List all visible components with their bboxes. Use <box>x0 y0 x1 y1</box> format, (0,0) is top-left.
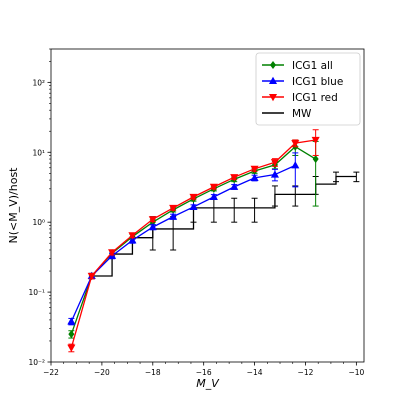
plot-area <box>50 48 365 363</box>
x-tick-label: −12 <box>298 368 314 377</box>
series-icg1-all <box>68 139 319 339</box>
x-tick-label: −20 <box>94 368 110 377</box>
data-point <box>169 212 178 220</box>
data-point <box>311 136 320 145</box>
data-point <box>169 204 178 213</box>
legend-label: ICG1 blue <box>292 76 343 88</box>
data-point <box>148 216 157 224</box>
series-icg1-blue <box>67 152 300 326</box>
data-point <box>68 330 75 339</box>
y-tick-label: 10² <box>32 78 45 87</box>
series-layer <box>67 129 360 353</box>
y-tick-label: 10⁰ <box>32 218 45 227</box>
data-point <box>230 182 239 190</box>
data-point <box>67 344 76 352</box>
data-point <box>209 183 218 192</box>
series-icg1-red <box>67 129 320 353</box>
data-point <box>128 232 137 240</box>
x-tick-label: −18 <box>145 368 161 377</box>
legend-label: ICG1 red <box>292 92 338 104</box>
y-axis-label: N(<M_V)/host <box>7 167 20 244</box>
series-line <box>70 139 316 348</box>
legend-item: ICG1 all <box>262 60 333 72</box>
x-tick-label: −14 <box>247 368 263 377</box>
data-point <box>87 272 96 281</box>
y-tick-label: 10⁻² <box>28 358 45 367</box>
series-line <box>70 164 296 322</box>
axes: −22 −20 −18 −16 −14 −12 −10 10⁻² 10⁻¹ 10⁰ 10¹ 10² M_… <box>7 48 365 390</box>
legend-marker <box>268 76 278 85</box>
data-point <box>230 174 239 182</box>
data-point <box>209 192 218 200</box>
data-point <box>67 317 76 325</box>
x-tick-label: −16 <box>196 368 212 377</box>
data-point <box>270 159 279 167</box>
legend: ICG1 all ICG1 blue ICG1 red MW <box>255 52 361 126</box>
data-point <box>189 202 198 211</box>
legend-item: ICG1 red <box>262 92 338 104</box>
data-point <box>270 170 279 178</box>
legend-box <box>255 52 361 126</box>
x-tick-label: −10 <box>348 368 364 377</box>
legend-item: MW <box>262 108 312 120</box>
data-point <box>291 140 300 148</box>
legend-item: ICG1 blue <box>262 76 343 88</box>
data-point <box>189 193 198 202</box>
data-point <box>128 236 137 244</box>
data-point <box>291 161 300 169</box>
y-tick-label: 10¹ <box>32 148 45 157</box>
data-point <box>250 173 259 181</box>
data-point <box>250 165 259 174</box>
data-point <box>148 222 157 231</box>
legend-marker <box>268 93 278 102</box>
data-point <box>312 155 319 164</box>
data-point <box>108 249 117 257</box>
series-line <box>70 145 316 335</box>
x-tick-label: −22 <box>43 368 59 377</box>
legend-marker <box>269 60 277 70</box>
x-axis-label: M_V <box>196 377 220 390</box>
series-mw <box>91 171 360 277</box>
legend-label: MW <box>292 108 312 120</box>
legend-label: ICG1 all <box>292 60 333 72</box>
y-tick-label: 10⁻¹ <box>28 288 45 297</box>
